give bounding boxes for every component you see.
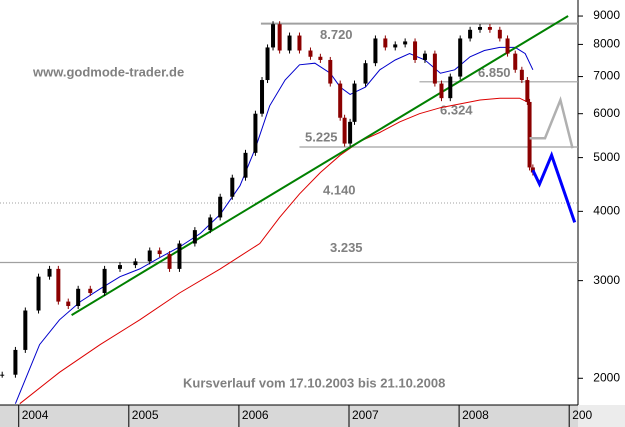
candle bbox=[88, 288, 93, 293]
candle bbox=[208, 217, 213, 231]
candle bbox=[47, 268, 52, 277]
candle bbox=[260, 80, 265, 114]
candle bbox=[373, 38, 378, 64]
x-tick-label: 200 bbox=[572, 408, 592, 422]
candle bbox=[352, 83, 357, 122]
level-label: 6.850 bbox=[478, 65, 511, 80]
y-tick-label: 9000 bbox=[593, 8, 620, 22]
caption: Kursverlauf vom 17.10.2003 bis 21.10.200… bbox=[183, 375, 445, 390]
candle bbox=[297, 35, 302, 51]
x-tick-label: 2006 bbox=[242, 408, 269, 422]
candle bbox=[527, 101, 532, 168]
candle bbox=[287, 35, 292, 51]
candle bbox=[265, 47, 270, 81]
candle bbox=[76, 288, 81, 307]
candle bbox=[277, 24, 282, 51]
candle bbox=[403, 41, 408, 45]
candle bbox=[56, 268, 61, 302]
candle bbox=[318, 56, 323, 60]
candle bbox=[271, 24, 276, 48]
x-tick-label: 2008 bbox=[462, 408, 489, 422]
source: www.godmode-trader.de bbox=[32, 64, 184, 79]
candle bbox=[157, 250, 162, 255]
trendline bbox=[71, 15, 569, 316]
candle bbox=[36, 276, 41, 311]
x-axis-strip bbox=[0, 405, 625, 427]
candle bbox=[230, 177, 235, 197]
candle bbox=[519, 69, 524, 81]
candle bbox=[432, 53, 437, 84]
y-tick-label: 2000 bbox=[593, 370, 620, 384]
candle bbox=[513, 53, 518, 70]
corner-box bbox=[578, 405, 625, 427]
y-tick-label: 5000 bbox=[593, 150, 620, 164]
x-tick-label: 2005 bbox=[132, 408, 159, 422]
level-label: 5.225 bbox=[305, 129, 338, 144]
y-tick-label: 8000 bbox=[593, 37, 620, 51]
candle bbox=[167, 254, 172, 269]
level-label: 4.140 bbox=[323, 182, 356, 197]
ma-short bbox=[14, 46, 534, 404]
candle bbox=[497, 29, 502, 39]
candle bbox=[478, 26, 483, 30]
level-label: 8.720 bbox=[320, 27, 353, 42]
candle bbox=[525, 80, 530, 102]
candle bbox=[487, 26, 492, 30]
y-tick-label: 6000 bbox=[593, 106, 620, 120]
candle bbox=[338, 83, 343, 118]
candle bbox=[66, 301, 71, 307]
candle bbox=[342, 117, 347, 144]
candle bbox=[0, 374, 5, 376]
projection-gray bbox=[529, 95, 574, 149]
y-tick-label: 3000 bbox=[593, 273, 620, 287]
candle bbox=[328, 59, 333, 84]
level-label: 3.235 bbox=[330, 240, 363, 255]
candle bbox=[439, 83, 444, 99]
candle bbox=[13, 349, 18, 375]
candle bbox=[177, 243, 182, 269]
candle bbox=[192, 230, 197, 244]
candle bbox=[133, 261, 138, 266]
candle bbox=[530, 167, 535, 173]
candle bbox=[243, 152, 248, 178]
candle bbox=[413, 41, 418, 60]
candle bbox=[348, 121, 353, 144]
candle bbox=[218, 196, 223, 218]
x-tick-label: 2007 bbox=[352, 408, 379, 422]
candle bbox=[363, 63, 368, 84]
candle bbox=[253, 113, 258, 153]
candle bbox=[448, 76, 453, 99]
candle bbox=[422, 53, 427, 60]
plot-area bbox=[0, 0, 578, 405]
y-tick-label: 7000 bbox=[593, 69, 620, 83]
candle bbox=[468, 29, 473, 39]
y-tick-label: 4000 bbox=[593, 204, 620, 218]
candle bbox=[383, 38, 388, 48]
candle bbox=[23, 310, 28, 350]
candle bbox=[102, 268, 107, 293]
candle bbox=[393, 44, 398, 48]
x-tick-label: 2004 bbox=[22, 408, 49, 422]
candle bbox=[505, 38, 510, 54]
candle bbox=[147, 250, 152, 262]
projection-blue bbox=[531, 150, 577, 223]
candle bbox=[118, 265, 123, 269]
candle bbox=[458, 38, 463, 77]
candle bbox=[308, 50, 313, 57]
ma-long bbox=[19, 97, 528, 405]
